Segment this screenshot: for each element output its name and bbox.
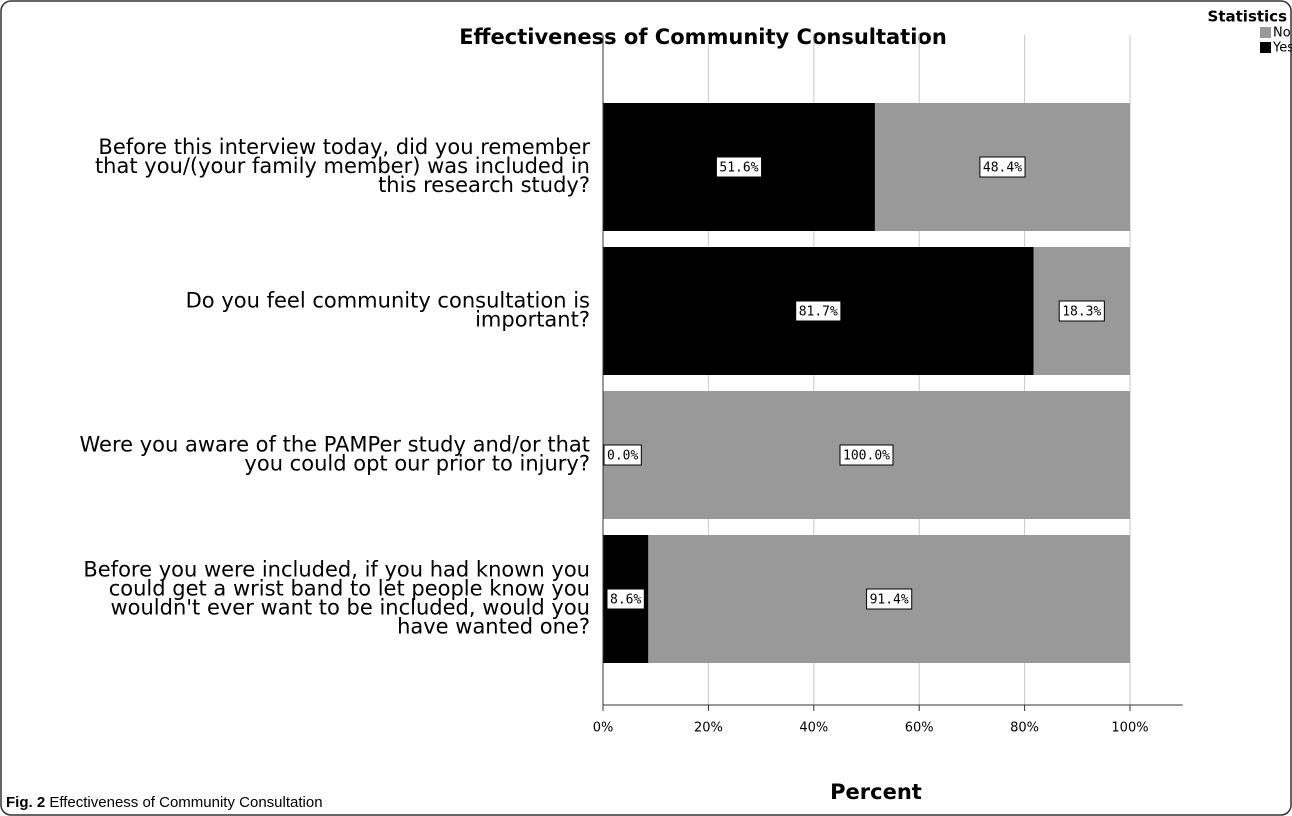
value-label-box	[603, 444, 642, 466]
legend-swatch	[1260, 27, 1271, 38]
y-tick-label: this research study?	[378, 173, 590, 197]
value-label-box	[866, 588, 913, 610]
value-label-text: 100.0%	[843, 449, 890, 464]
value-label: 91.4%	[866, 588, 913, 610]
value-label-box	[839, 444, 894, 466]
value-label-text: 51.6%	[719, 161, 758, 176]
chart-title: Effectiveness of Community Consultation	[459, 25, 947, 49]
caption-text: Effectiveness of Community Consultation	[49, 794, 322, 811]
legend-label: No	[1273, 26, 1291, 41]
x-tick-label: 100%	[1111, 721, 1148, 736]
y-tick-label: that you/(your family member) was includ…	[95, 154, 590, 178]
value-label-box	[795, 300, 842, 322]
value-label-text: 91.4%	[870, 593, 909, 608]
x-tick-label: 80%	[1010, 721, 1039, 736]
value-label-text: 48.4%	[983, 161, 1022, 176]
legend-title: Statistics	[1208, 8, 1288, 26]
value-label: 8.6%	[606, 588, 645, 610]
value-label: 48.4%	[979, 156, 1026, 178]
value-label-box	[979, 156, 1026, 178]
value-label: 51.6%	[715, 156, 763, 178]
y-tick-label: Were you aware of the PAMPer study and/o…	[80, 433, 590, 457]
value-label-text: 0.0%	[607, 449, 638, 464]
value-label: 81.7%	[795, 300, 842, 322]
x-tick-label: 0%	[593, 721, 614, 736]
y-tick-label: Before this interview today, did you rem…	[98, 135, 590, 159]
x-tick-label: 20%	[694, 721, 723, 736]
y-tick-label: important?	[475, 308, 590, 332]
y-tick-label: Do you feel community consultation is	[186, 289, 590, 313]
y-tick-label: you could opt our prior to injury?	[244, 452, 590, 476]
y-tick-label: could get a wrist band to let people kno…	[109, 577, 590, 601]
value-label: 100.0%	[839, 444, 894, 466]
value-label-box	[606, 588, 645, 610]
value-label-box	[715, 156, 763, 178]
x-tick-label: 60%	[905, 721, 934, 736]
y-tick-label: Before you were included, if you had kno…	[83, 558, 590, 582]
caption-label: Fig. 2	[6, 794, 45, 811]
legend-swatch	[1260, 42, 1271, 53]
value-label: 0.0%	[603, 444, 642, 466]
value-label-text: 8.6%	[610, 593, 641, 608]
value-label-box	[1058, 300, 1105, 322]
x-tick-label: 40%	[799, 721, 828, 736]
y-tick-label: have wanted one?	[397, 615, 590, 639]
value-label-text: 81.7%	[799, 305, 838, 320]
value-label-text: 18.3%	[1062, 305, 1101, 320]
y-tick-label: wouldn't ever want to be included, would…	[110, 596, 590, 620]
x-axis-label: Percent	[830, 780, 922, 804]
value-label: 18.3%	[1058, 300, 1105, 322]
legend-label: Yes	[1272, 41, 1292, 56]
caption: Fig. 2 Effectiveness of Community Consul…	[6, 794, 323, 811]
